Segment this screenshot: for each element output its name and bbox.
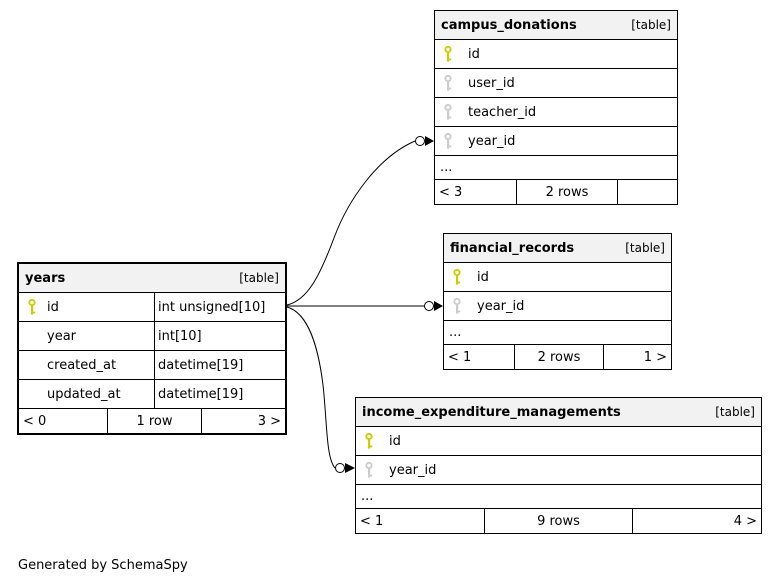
key-icon-spacer bbox=[27, 385, 38, 403]
table-campus-donations: campus_donations [table] id bbox=[434, 10, 678, 205]
column-name: user_id bbox=[468, 75, 515, 91]
table-financial-records: financial_records [table] id bbox=[443, 233, 672, 370]
column-type: datetime[19] bbox=[158, 357, 244, 373]
primary-key-icon bbox=[452, 268, 463, 286]
column-row-year-id: year_id bbox=[444, 292, 671, 321]
column-name: year bbox=[47, 328, 77, 344]
footer-rows-stat: 9 rows bbox=[484, 509, 633, 533]
table-type-label: [table] bbox=[625, 241, 665, 255]
column-row-id: id int unsigned[10] bbox=[19, 293, 285, 322]
footer-right-stat: 3 > bbox=[257, 413, 281, 429]
footer-right-stat bbox=[618, 180, 677, 204]
column-row-year-id: year_id bbox=[356, 456, 761, 485]
column-row-id: id bbox=[356, 427, 761, 456]
ellipsis-label: ... bbox=[361, 489, 374, 504]
table-name[interactable]: financial_records bbox=[450, 240, 575, 256]
primary-key-icon bbox=[364, 432, 375, 450]
foreign-key-icon bbox=[443, 74, 454, 92]
key-icon-spacer bbox=[27, 327, 38, 345]
column-name: id bbox=[47, 299, 59, 315]
column-name: year_id bbox=[468, 133, 516, 149]
column-name: created_at bbox=[47, 357, 117, 373]
column-type: int unsigned[10] bbox=[158, 299, 266, 315]
collapsed-columns-row: ... bbox=[444, 321, 671, 345]
column-name: teacher_id bbox=[468, 104, 537, 120]
table-financial-records-header: financial_records [table] bbox=[444, 234, 671, 263]
ellipsis-label: ... bbox=[449, 325, 462, 340]
primary-key-icon bbox=[27, 298, 38, 316]
key-icon-spacer bbox=[27, 356, 38, 374]
footer-right-stat: 1 > bbox=[643, 349, 667, 365]
table-name[interactable]: campus_donations bbox=[441, 17, 577, 33]
relationship-line-years-income-expenditure-managements bbox=[286, 306, 336, 469]
column-name: year_id bbox=[477, 298, 525, 314]
footer-left-stat: < 1 bbox=[360, 513, 384, 529]
collapsed-columns-row: ... bbox=[356, 485, 761, 509]
ellipsis-label: ... bbox=[440, 160, 453, 175]
column-row-teacher-id: teacher_id bbox=[435, 98, 677, 127]
table-type-label: [table] bbox=[715, 405, 755, 419]
table-name[interactable]: years bbox=[25, 270, 66, 286]
foreign-key-icon bbox=[443, 132, 454, 150]
zero-or-one-connector-icon bbox=[424, 301, 434, 311]
table-income-expenditure-managements: income_expenditure_managements [table] i… bbox=[355, 397, 762, 534]
column-name: id bbox=[477, 269, 489, 285]
footer-left-stat: < 1 bbox=[448, 349, 472, 365]
table-years-header: years [table] bbox=[19, 264, 285, 293]
column-type: int[10] bbox=[158, 328, 202, 344]
footer-rows-stat: 2 rows bbox=[514, 345, 604, 369]
table-type-label: [table] bbox=[631, 18, 671, 32]
column-name: id bbox=[468, 46, 480, 62]
column-row-updated-at: updated_at datetime[19] bbox=[19, 380, 285, 409]
column-row-id: id bbox=[435, 40, 677, 69]
column-type: datetime[19] bbox=[158, 386, 244, 402]
table-income-expenditure-managements-header: income_expenditure_managements [table] bbox=[356, 398, 761, 427]
primary-key-icon bbox=[443, 45, 454, 63]
zero-or-one-connector-icon bbox=[415, 136, 425, 146]
column-row-year-id: year_id bbox=[435, 127, 677, 156]
zero-or-one-connector-icon bbox=[335, 463, 345, 473]
table-footer: < 1 2 rows 1 > bbox=[444, 345, 671, 369]
footer-rows-stat: 1 row bbox=[107, 409, 202, 433]
table-years: years [table] id int unsigned[10] ye bbox=[17, 262, 287, 435]
table-footer: < 0 1 row 3 > bbox=[19, 409, 285, 433]
column-row-year: year int[10] bbox=[19, 322, 285, 351]
table-campus-donations-header: campus_donations [table] bbox=[435, 11, 677, 40]
column-name: id bbox=[389, 433, 401, 449]
generator-note: Generated by SchemaSpy bbox=[18, 558, 188, 573]
table-footer: < 3 2 rows bbox=[435, 180, 677, 204]
footer-rows-stat: 2 rows bbox=[516, 180, 618, 204]
table-footer: < 1 9 rows 4 > bbox=[356, 509, 761, 533]
arrowhead-icon bbox=[434, 301, 443, 311]
arrowhead-icon bbox=[345, 463, 355, 473]
collapsed-columns-row: ... bbox=[435, 156, 677, 180]
column-row-id: id bbox=[444, 263, 671, 292]
arrowhead-icon bbox=[425, 136, 434, 146]
footer-left-stat: < 0 bbox=[23, 413, 47, 429]
footer-left-stat: < 3 bbox=[439, 184, 463, 200]
foreign-key-icon bbox=[443, 103, 454, 121]
foreign-key-icon bbox=[452, 297, 463, 315]
footer-right-stat: 4 > bbox=[733, 513, 757, 529]
column-row-user-id: user_id bbox=[435, 69, 677, 98]
column-name: updated_at bbox=[47, 386, 121, 402]
table-type-label: [table] bbox=[239, 271, 279, 285]
table-name[interactable]: income_expenditure_managements bbox=[362, 404, 621, 420]
column-row-created-at: created_at datetime[19] bbox=[19, 351, 285, 380]
relationship-line-years-campus-donations bbox=[286, 140, 416, 306]
column-name: year_id bbox=[389, 462, 437, 478]
foreign-key-icon bbox=[364, 461, 375, 479]
